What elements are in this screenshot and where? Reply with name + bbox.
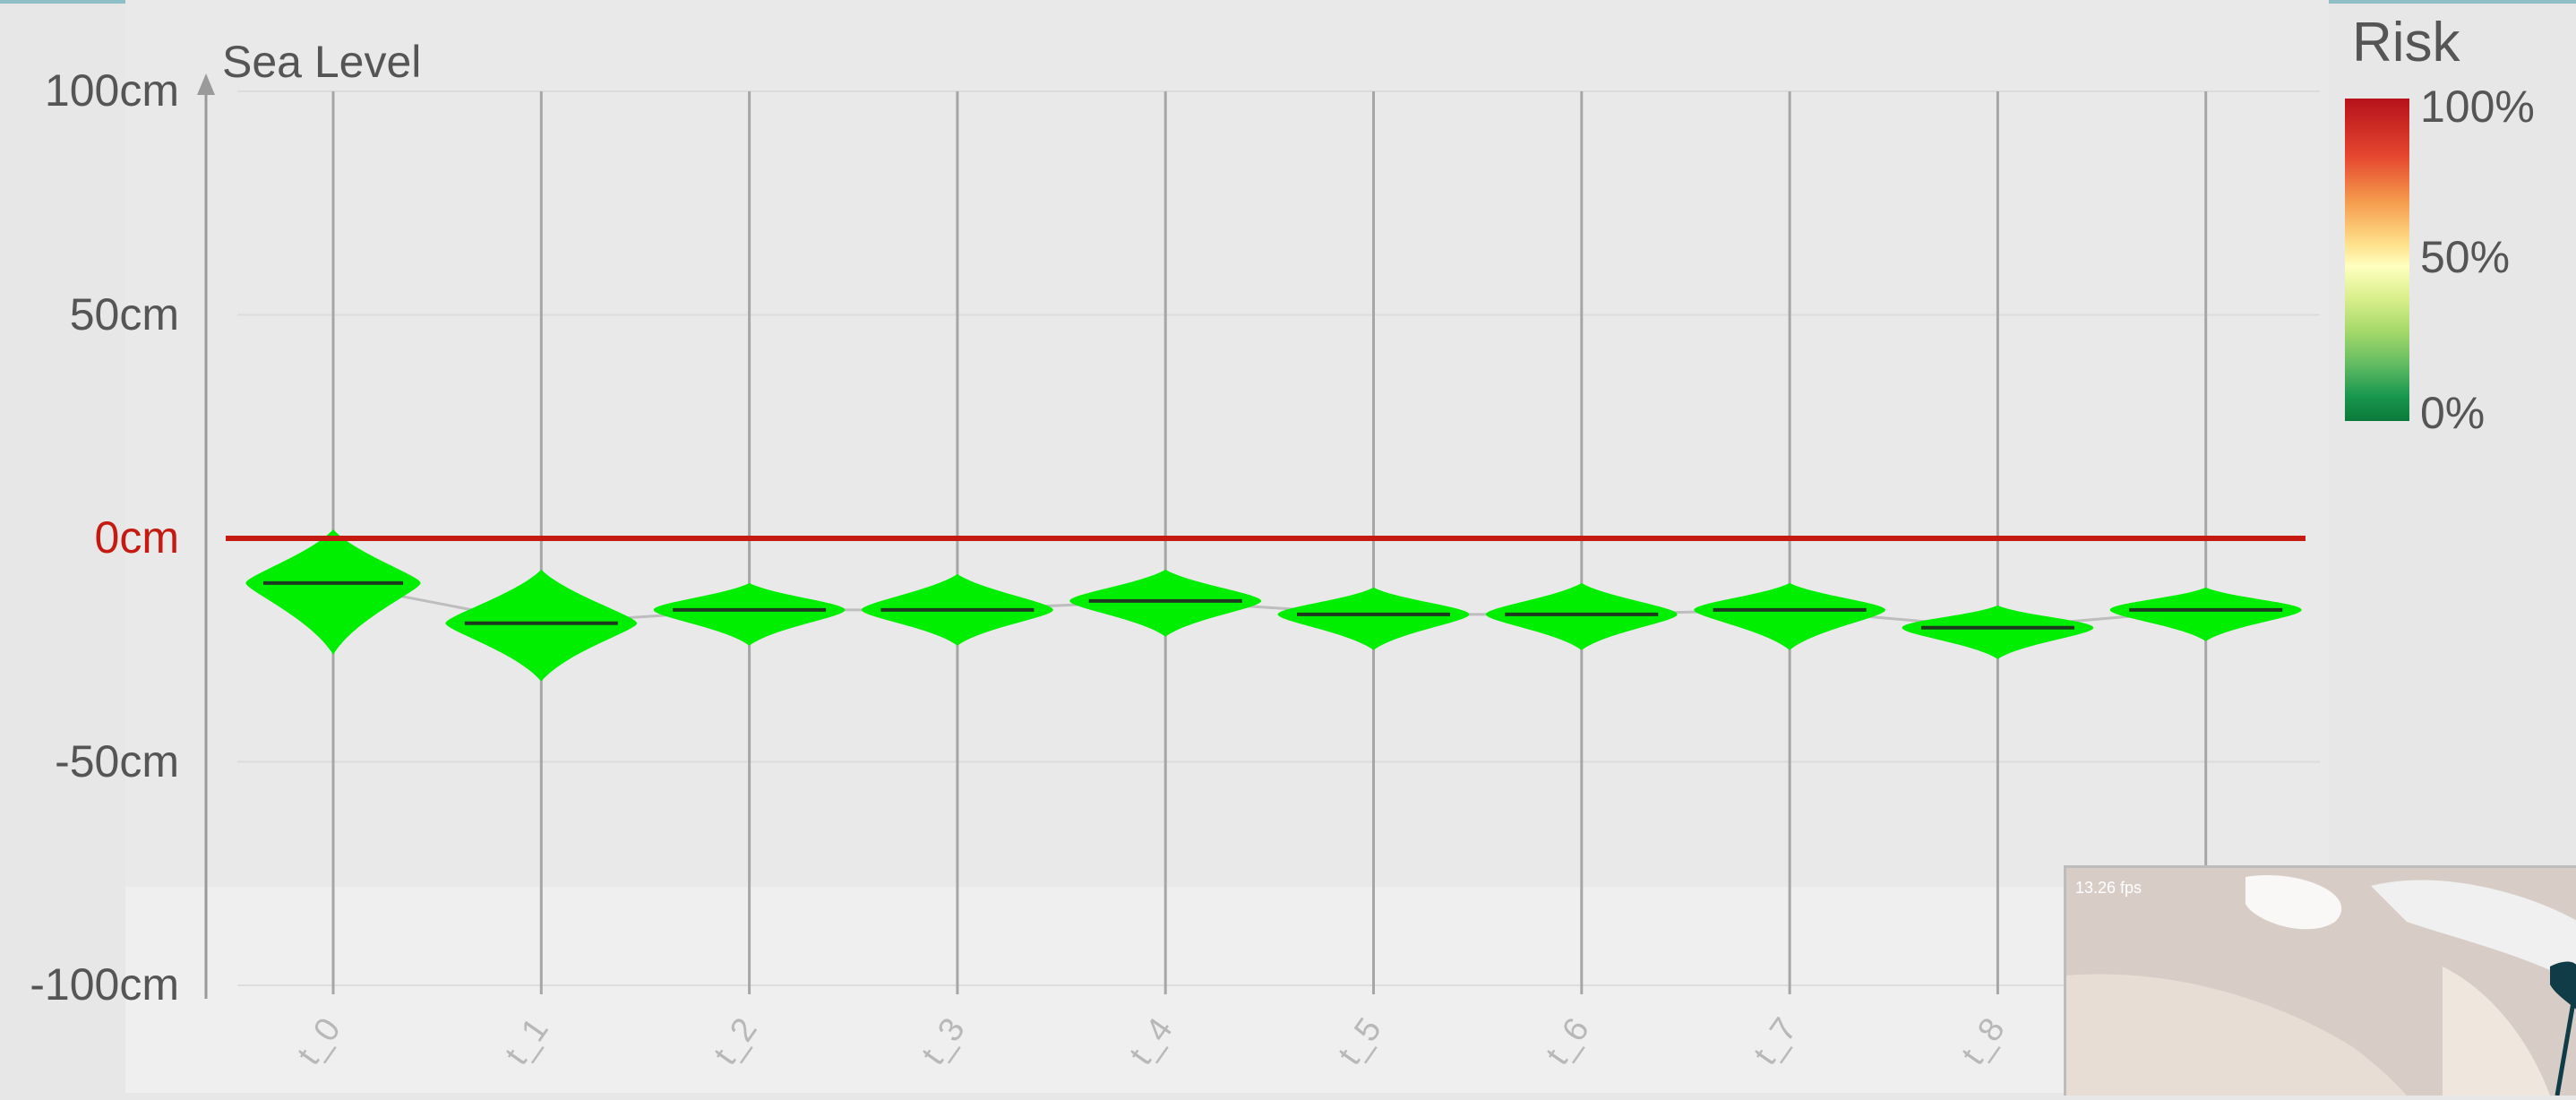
map-overlay[interactable]: 13.26 fps	[2064, 865, 2576, 1096]
plot-background	[125, 0, 2329, 896]
risk-colorbar	[2345, 99, 2409, 421]
y-tick-label-1: 50cm	[69, 288, 179, 339]
y-tick-label-3: -50cm	[55, 735, 179, 786]
axis-panel	[125, 887, 2329, 1093]
violin-t_6	[1485, 582, 1678, 650]
violin-t_5	[1277, 587, 1470, 650]
legend-label-mid: 50%	[2420, 232, 2511, 282]
violin-t_9	[2109, 587, 2302, 641]
violin-t_4	[1069, 569, 1262, 637]
map-thumbnail	[2066, 868, 2576, 1096]
y-tick-label-4: -100cm	[30, 959, 179, 1010]
y-axis-arrow	[197, 73, 215, 95]
fps-counter: 13.26 fps	[2075, 879, 2142, 897]
legend-label-low: 0%	[2420, 388, 2486, 438]
y-axis-title: Sea Level	[222, 37, 422, 87]
legend-title: Risk	[2352, 12, 2460, 73]
violin-t_7	[1694, 582, 1885, 650]
y-tick-label-2: 0cm	[94, 512, 179, 563]
violin-t_0	[245, 529, 421, 655]
median-trend-line	[332, 581, 2206, 630]
y-tick-label-0: 100cm	[44, 65, 179, 116]
legend-label-high: 100%	[2420, 82, 2535, 132]
violin-t_1	[445, 569, 638, 682]
violin-series	[245, 529, 2302, 682]
gridlines	[197, 73, 2320, 999]
violin-t_2	[653, 582, 846, 646]
violin-t_8	[1902, 605, 2094, 659]
